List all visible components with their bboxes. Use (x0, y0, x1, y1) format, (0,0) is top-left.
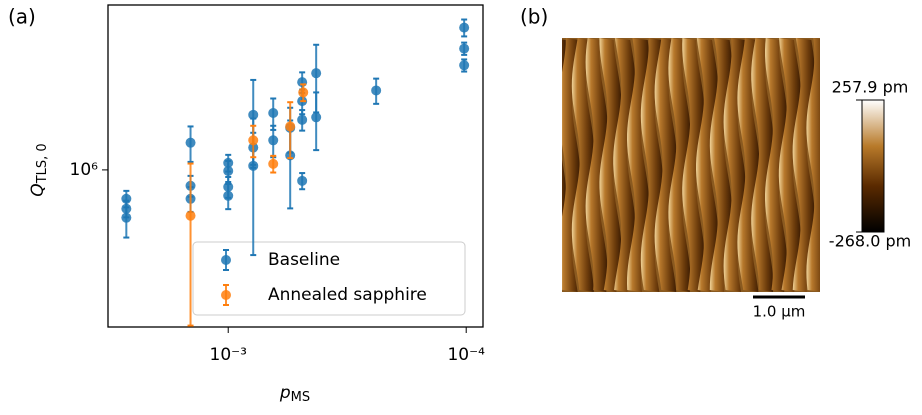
marker (121, 212, 132, 223)
x-axis-label: pMS (279, 383, 310, 405)
x-tick-label: 10⁻⁴ (447, 345, 485, 365)
marker (297, 77, 308, 88)
terrace (682, 38, 705, 292)
marker (311, 68, 322, 79)
terrace (562, 39, 567, 235)
terrace (668, 38, 691, 292)
terrace (820, 38, 842, 292)
panel-label: (b) (520, 5, 548, 29)
legend-label: Baseline (268, 250, 340, 270)
marker (248, 135, 259, 146)
legend-label: Annealed sapphire (268, 285, 427, 305)
terrace (765, 38, 787, 292)
marker (298, 87, 309, 98)
terrace (562, 38, 580, 292)
terrace (613, 38, 636, 292)
terrace (778, 38, 801, 292)
marker (297, 175, 308, 186)
marker (459, 43, 470, 54)
terrace (751, 38, 774, 292)
axes-frame (107, 4, 484, 328)
marker (268, 108, 279, 119)
marker (223, 165, 234, 176)
y-tick-label: 10⁶ (70, 160, 99, 180)
series (121, 18, 470, 257)
panel-label: (a) (8, 5, 36, 29)
marker (459, 60, 470, 71)
terrace (806, 38, 820, 292)
marker (297, 114, 308, 125)
terrace (737, 38, 760, 292)
marker (268, 158, 279, 169)
colorbar (861, 99, 885, 233)
marker (221, 255, 231, 265)
marker (185, 137, 196, 148)
marker (248, 160, 259, 171)
marker (459, 22, 470, 33)
marker (371, 85, 382, 96)
legend (192, 241, 466, 316)
terrace (640, 38, 663, 292)
y-axis-label: QTLS, 0 (28, 143, 50, 196)
marker (285, 121, 296, 132)
marker (248, 109, 259, 120)
terrace (696, 38, 718, 292)
colorbar-label: 257.9 pm (832, 78, 909, 97)
terrace (571, 38, 594, 292)
scale-bar-label: 1.0 μm (753, 303, 806, 321)
marker (311, 112, 322, 123)
terrace (585, 38, 608, 292)
series (185, 83, 309, 327)
x-tick-label: 10⁻³ (210, 345, 247, 365)
marker (268, 135, 279, 146)
terrace (654, 38, 677, 292)
marker (221, 290, 231, 300)
marker (185, 210, 196, 221)
afm-image (562, 38, 842, 292)
terrace (599, 38, 622, 292)
colorbar-label: -268.0 pm (829, 232, 911, 251)
marker (223, 190, 234, 201)
